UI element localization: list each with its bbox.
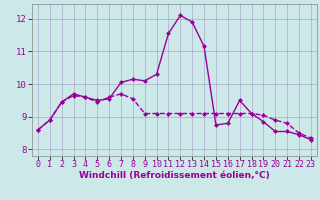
X-axis label: Windchill (Refroidissement éolien,°C): Windchill (Refroidissement éolien,°C) xyxy=(79,171,270,180)
